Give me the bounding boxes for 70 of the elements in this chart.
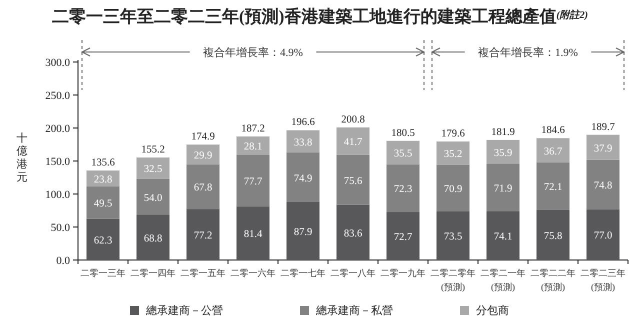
y-tick-label: 0.0 xyxy=(56,255,70,267)
total-label: 200.8 xyxy=(341,114,365,126)
x-tick-label: 二零二三年 (預測) xyxy=(580,268,626,292)
data-label: 35.2 xyxy=(444,149,462,160)
data-label: 81.4 xyxy=(244,229,263,240)
data-label: 77.2 xyxy=(194,230,212,242)
data-label: 68.8 xyxy=(144,233,162,244)
data-label: 75.8 xyxy=(544,230,562,242)
data-label: 73.5 xyxy=(444,232,462,243)
x-tick-label: 二零一三年 xyxy=(80,268,126,278)
data-label: 32.5 xyxy=(144,164,162,176)
data-label: 70.9 xyxy=(444,184,462,196)
data-label: 28.1 xyxy=(244,142,262,153)
legend-label: 總承建商－公營 xyxy=(145,304,223,317)
chart-title: 二零一三年至二零二三年(預測)香港建築工地進行的建築工程總產值 xyxy=(52,7,556,26)
y-tick-label: 250.0 xyxy=(45,90,70,102)
total-label: 196.6 xyxy=(291,117,315,128)
y-tick-label: 200.0 xyxy=(45,123,70,135)
data-label: 72.1 xyxy=(544,182,562,194)
text: 複合年增長率：4.9% xyxy=(203,46,303,59)
data-label: 77.0 xyxy=(594,230,612,242)
x-tick-label: 二零二二年 (預測) xyxy=(530,268,576,292)
total-label: 189.7 xyxy=(591,122,615,133)
data-label: 54.0 xyxy=(144,192,162,204)
data-label: 29.9 xyxy=(194,150,212,162)
text: 複合年增長率：1.9% xyxy=(478,46,578,59)
x-tick-label: 二零一六年 xyxy=(230,268,276,278)
data-label: 72.3 xyxy=(394,184,412,196)
y-tick-label: 50.0 xyxy=(50,222,70,234)
data-label: 74.8 xyxy=(594,180,612,192)
x-tick-label: 二零一八年 xyxy=(330,268,376,278)
y-tick-label: 300.0 xyxy=(45,57,70,69)
x-tick-label: 二零一七年 xyxy=(280,268,326,278)
total-label: 179.6 xyxy=(441,128,465,140)
data-label: 77.7 xyxy=(244,176,262,188)
y-tick-label: 100.0 xyxy=(45,189,70,201)
y-axis-title: 十億港元 xyxy=(16,132,28,184)
total-label: 180.5 xyxy=(391,128,415,139)
total-label: 135.6 xyxy=(91,158,115,169)
data-label: 62.3 xyxy=(94,235,112,246)
data-label: 35.5 xyxy=(394,148,412,160)
data-label: 49.5 xyxy=(94,198,112,210)
data-label: 71.9 xyxy=(494,183,512,194)
data-label: 74.1 xyxy=(494,232,512,243)
data-label: 75.6 xyxy=(344,176,362,187)
data-label: 74.9 xyxy=(294,173,312,184)
x-tick-label: 二零一五年 xyxy=(180,268,226,278)
x-tick-label: 二零二一年 (預測) xyxy=(480,268,526,292)
data-label: 87.9 xyxy=(294,226,312,238)
data-label: 35.9 xyxy=(494,148,512,159)
x-tick-label: 二零一四年 xyxy=(130,268,176,278)
data-label: 37.9 xyxy=(594,143,612,154)
chart-subtitle: (附註2) xyxy=(556,9,588,21)
total-label: 181.9 xyxy=(491,126,515,138)
total-label: 155.2 xyxy=(141,144,165,156)
total-label: 187.2 xyxy=(241,123,265,134)
data-label: 41.7 xyxy=(344,137,362,148)
data-label: 36.7 xyxy=(544,146,562,158)
total-label: 174.9 xyxy=(191,132,215,143)
x-tick-label: 二零一九年 xyxy=(380,268,426,278)
data-label: 67.8 xyxy=(194,182,212,194)
data-label: 72.7 xyxy=(394,232,412,244)
total-label: 184.6 xyxy=(541,125,565,136)
data-label: 23.8 xyxy=(94,174,112,186)
x-tick-label: 二零二零年 (預測) xyxy=(430,268,476,292)
y-tick-label: 150.0 xyxy=(45,156,70,168)
data-label: 83.6 xyxy=(344,228,362,240)
data-label: 33.8 xyxy=(294,137,312,148)
legend-label: 分包商 xyxy=(476,304,509,317)
legend-label: 總承建商－私營 xyxy=(315,304,393,317)
